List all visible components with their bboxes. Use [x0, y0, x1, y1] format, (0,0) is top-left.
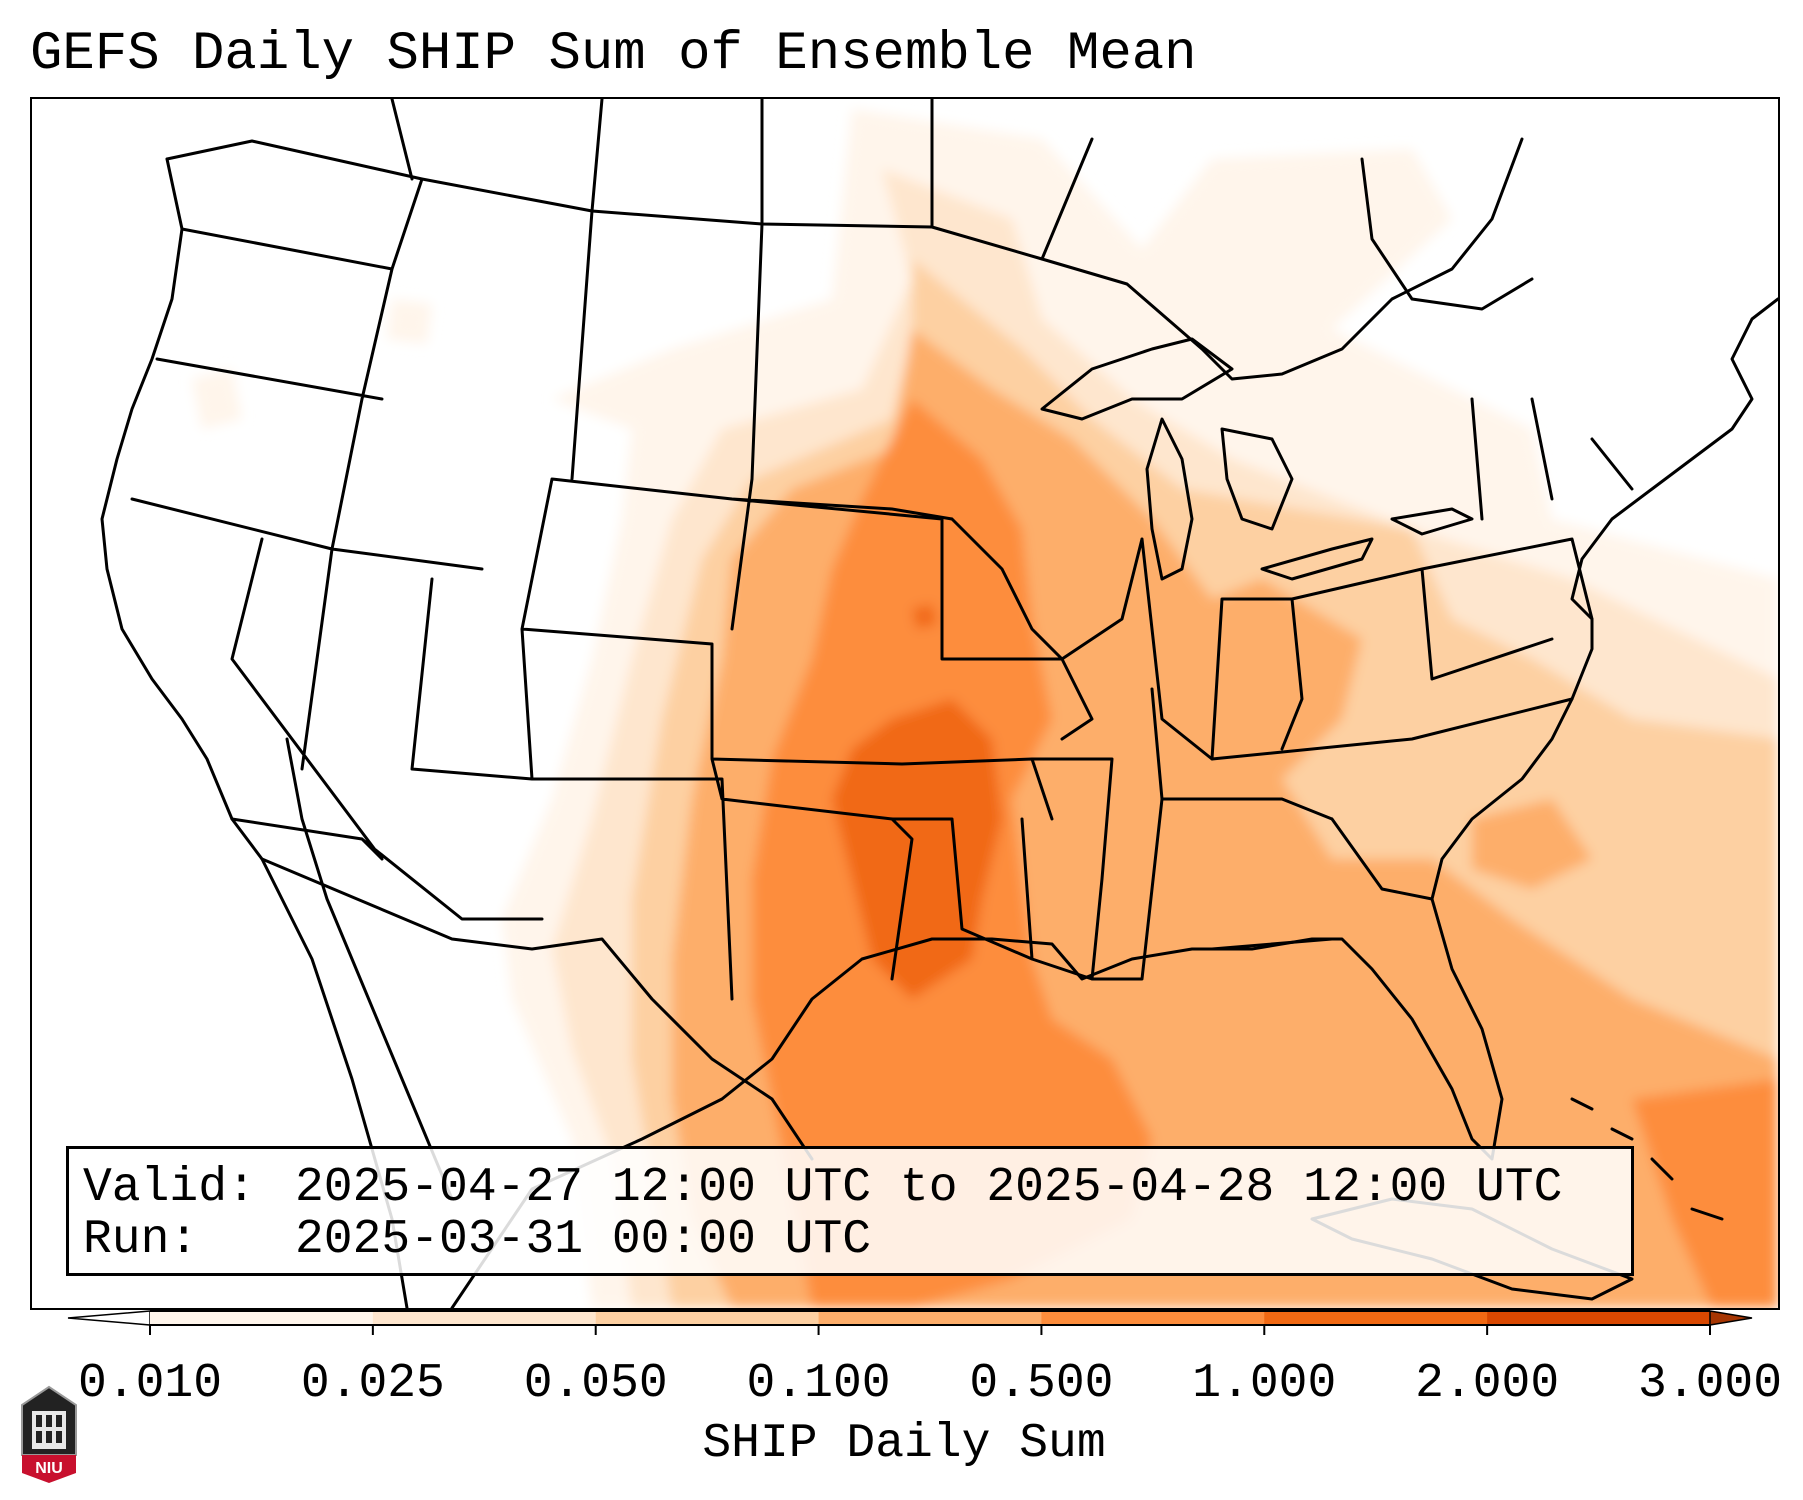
us-mexico-border [260, 857, 814, 1161]
colorbar [67, 1310, 1753, 1335]
pacific-coastline [100, 157, 409, 1308]
niu-logo: NIU [21, 1385, 77, 1483]
page-title: GEFS Daily SHIP Sum of Ensemble Mean [30, 24, 1197, 85]
atlantic-coastline [1430, 297, 1778, 901]
valid-value: 2025-04-27 12:00 UTC to 2025-04-28 12:00… [295, 1161, 1563, 1215]
valid-time-line: Valid: 2025-04-27 12:00 UTC to 2025-04-28… [83, 1161, 1562, 1215]
colorbar-segment [818, 1311, 1042, 1325]
colorbar-segment [1487, 1311, 1711, 1325]
colorbar-segment [595, 1311, 820, 1325]
run-value: 2025-03-31 00:00 UTC [295, 1213, 872, 1267]
valid-label: Valid: [83, 1161, 256, 1215]
ship-shading [192, 109, 1778, 1308]
state-borders [130, 177, 1634, 1001]
info-box: Valid: 2025-04-27 12:00 UTC to 2025-04-28… [66, 1146, 1634, 1276]
lake-michigan [1145, 417, 1194, 581]
lake-superior [1040, 337, 1234, 421]
colorbar-segment [1264, 1311, 1488, 1325]
niu-logo-text: NIU [35, 1460, 63, 1477]
colorbar-outline [150, 1310, 1710, 1326]
lake-erie [1260, 537, 1374, 581]
colorbar-tick-label: 0.010 [77, 1357, 223, 1411]
colorbar-tick-label: 1.000 [1192, 1357, 1337, 1411]
colorbar-segment [150, 1311, 374, 1325]
colorbar-label: SHIP Daily Sum [702, 1417, 1106, 1471]
colorbar-tick-label: 0.025 [300, 1357, 445, 1411]
colorbar-tick-label: 3.000 [1637, 1357, 1783, 1411]
colorbar-segment [1041, 1311, 1265, 1325]
map-panel [30, 97, 1780, 1310]
lake-ontario [1390, 507, 1474, 536]
run-time-line: Run: 2025-03-31 00:00 UTC [83, 1213, 871, 1267]
lake-huron [1220, 427, 1294, 531]
run-label: Run: [83, 1213, 199, 1267]
colorbar-segment [372, 1311, 597, 1325]
colorbar-tick-label: 0.100 [746, 1357, 891, 1411]
colorbar-under-extension [67, 1310, 151, 1326]
baja-coastline [285, 737, 454, 1201]
basemap-lines [100, 99, 1778, 1308]
colorbar-tick-label: 0.050 [523, 1357, 668, 1411]
colorbar-tick-label: 2.000 [1415, 1357, 1560, 1411]
us-canada-border [165, 137, 1524, 381]
province-borders [390, 99, 1094, 261]
ship-map [100, 99, 1778, 1308]
colorbar-over-extension [1709, 1310, 1753, 1326]
colorbar-tick-label: 0.500 [969, 1357, 1114, 1411]
